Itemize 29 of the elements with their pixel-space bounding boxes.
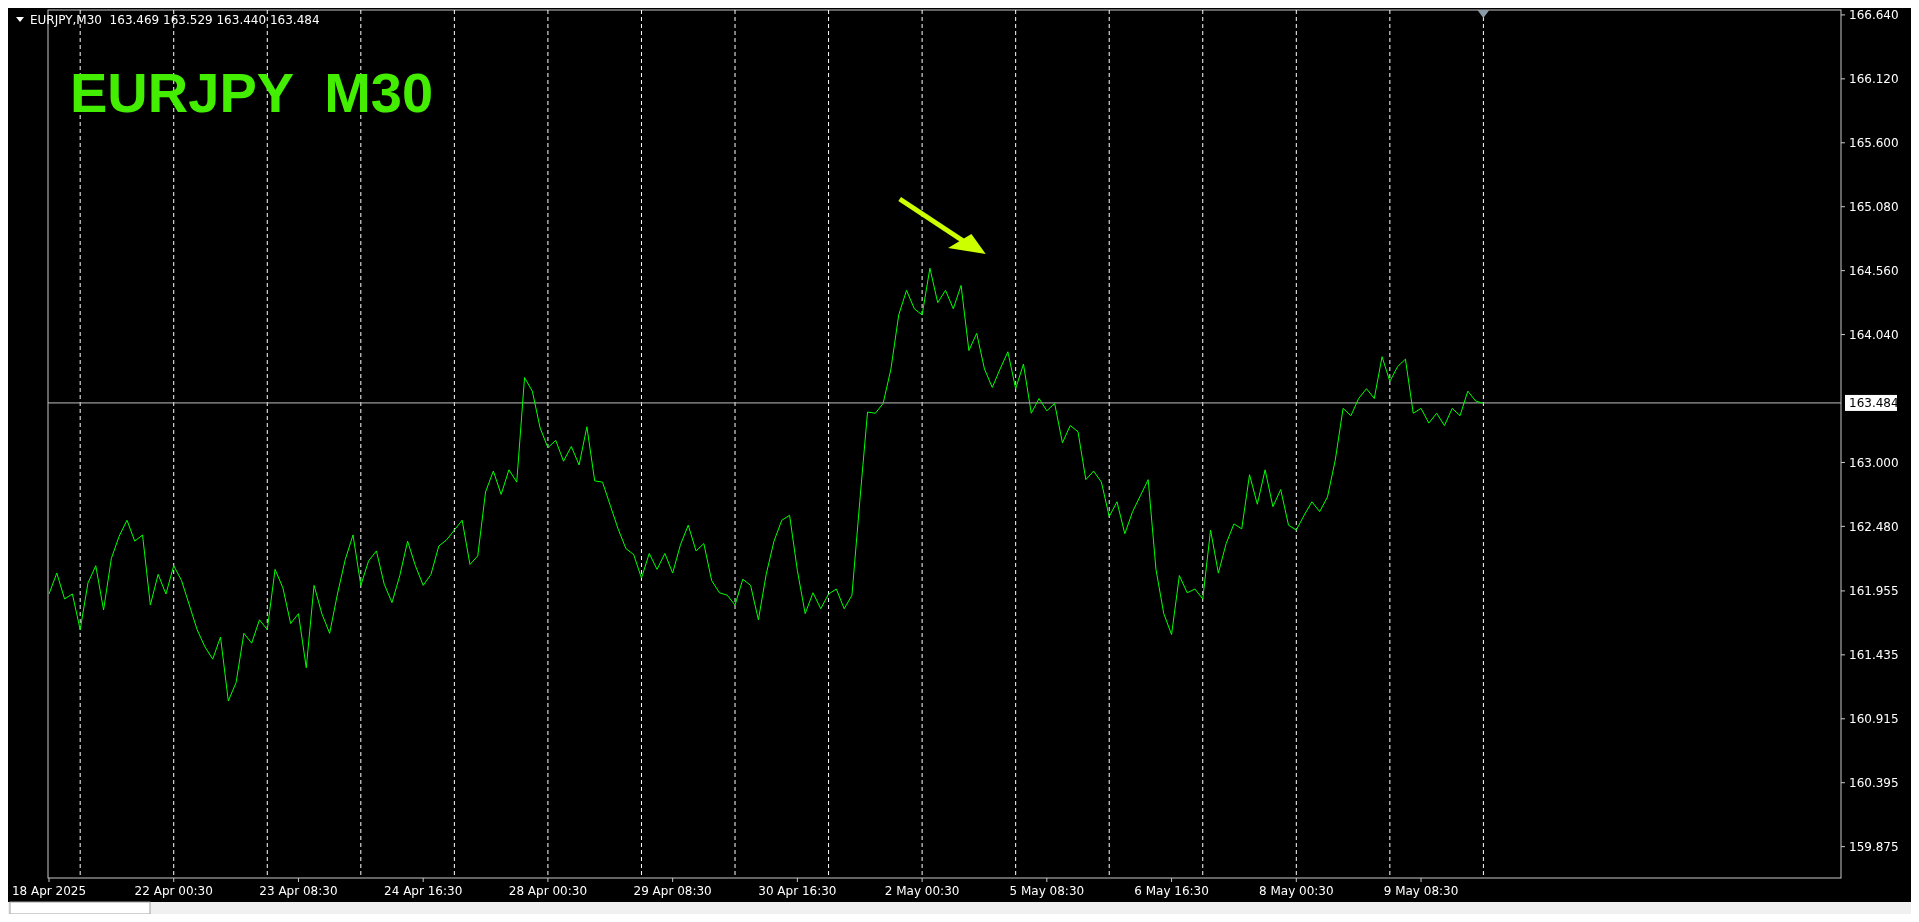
y-tick-label: 166.640 <box>1849 8 1899 23</box>
x-tick-label: 8 May 00:30 <box>1258 884 1334 898</box>
x-tick-label: 5 May 08:30 <box>1009 884 1085 898</box>
line-series <box>48 267 1484 702</box>
x-tick-label: 29 Apr 08:30 <box>633 884 712 898</box>
x-tick-label: 24 Apr 16:30 <box>384 884 463 898</box>
y-tick-label: 163.000 <box>1849 455 1899 470</box>
y-tick-label: 165.600 <box>1849 135 1899 150</box>
y-tick-label: 160.915 <box>1849 711 1899 726</box>
y-tick-label: 161.435 <box>1849 648 1899 663</box>
x-tick-label: 30 Apr 16:30 <box>758 884 837 898</box>
ref-line-label: 163.484 <box>1849 396 1899 411</box>
y-tick-label: 166.120 <box>1849 72 1899 87</box>
y-tick-label: 159.875 <box>1849 839 1899 854</box>
x-tick-label: 23 Apr 08:30 <box>259 884 338 898</box>
y-tick-label: 165.080 <box>1849 199 1899 214</box>
x-tick-label: 6 May 16:30 <box>1134 884 1209 898</box>
x-tick-label: 18 Apr 2025 <box>11 884 87 898</box>
x-tick-label: 9 May 08:30 <box>1383 884 1459 898</box>
x-tick-label: 22 Apr 00:30 <box>134 884 213 898</box>
x-tick-label: 2 May 00:30 <box>884 884 960 898</box>
y-tick-label: 164.560 <box>1849 263 1899 278</box>
y-tick-label: 161.955 <box>1849 584 1899 599</box>
y-tick-label: 162.480 <box>1849 519 1899 534</box>
y-tick-label: 160.395 <box>1849 775 1899 790</box>
x-tick-label: 28 Apr 00:30 <box>508 884 588 898</box>
text: EURJPY M30 <box>70 61 434 124</box>
y-tick-label: 164.040 <box>1849 327 1899 342</box>
annotation: EURJPY,M30 163.469 163.529 163.440 163.484 <box>30 13 320 27</box>
